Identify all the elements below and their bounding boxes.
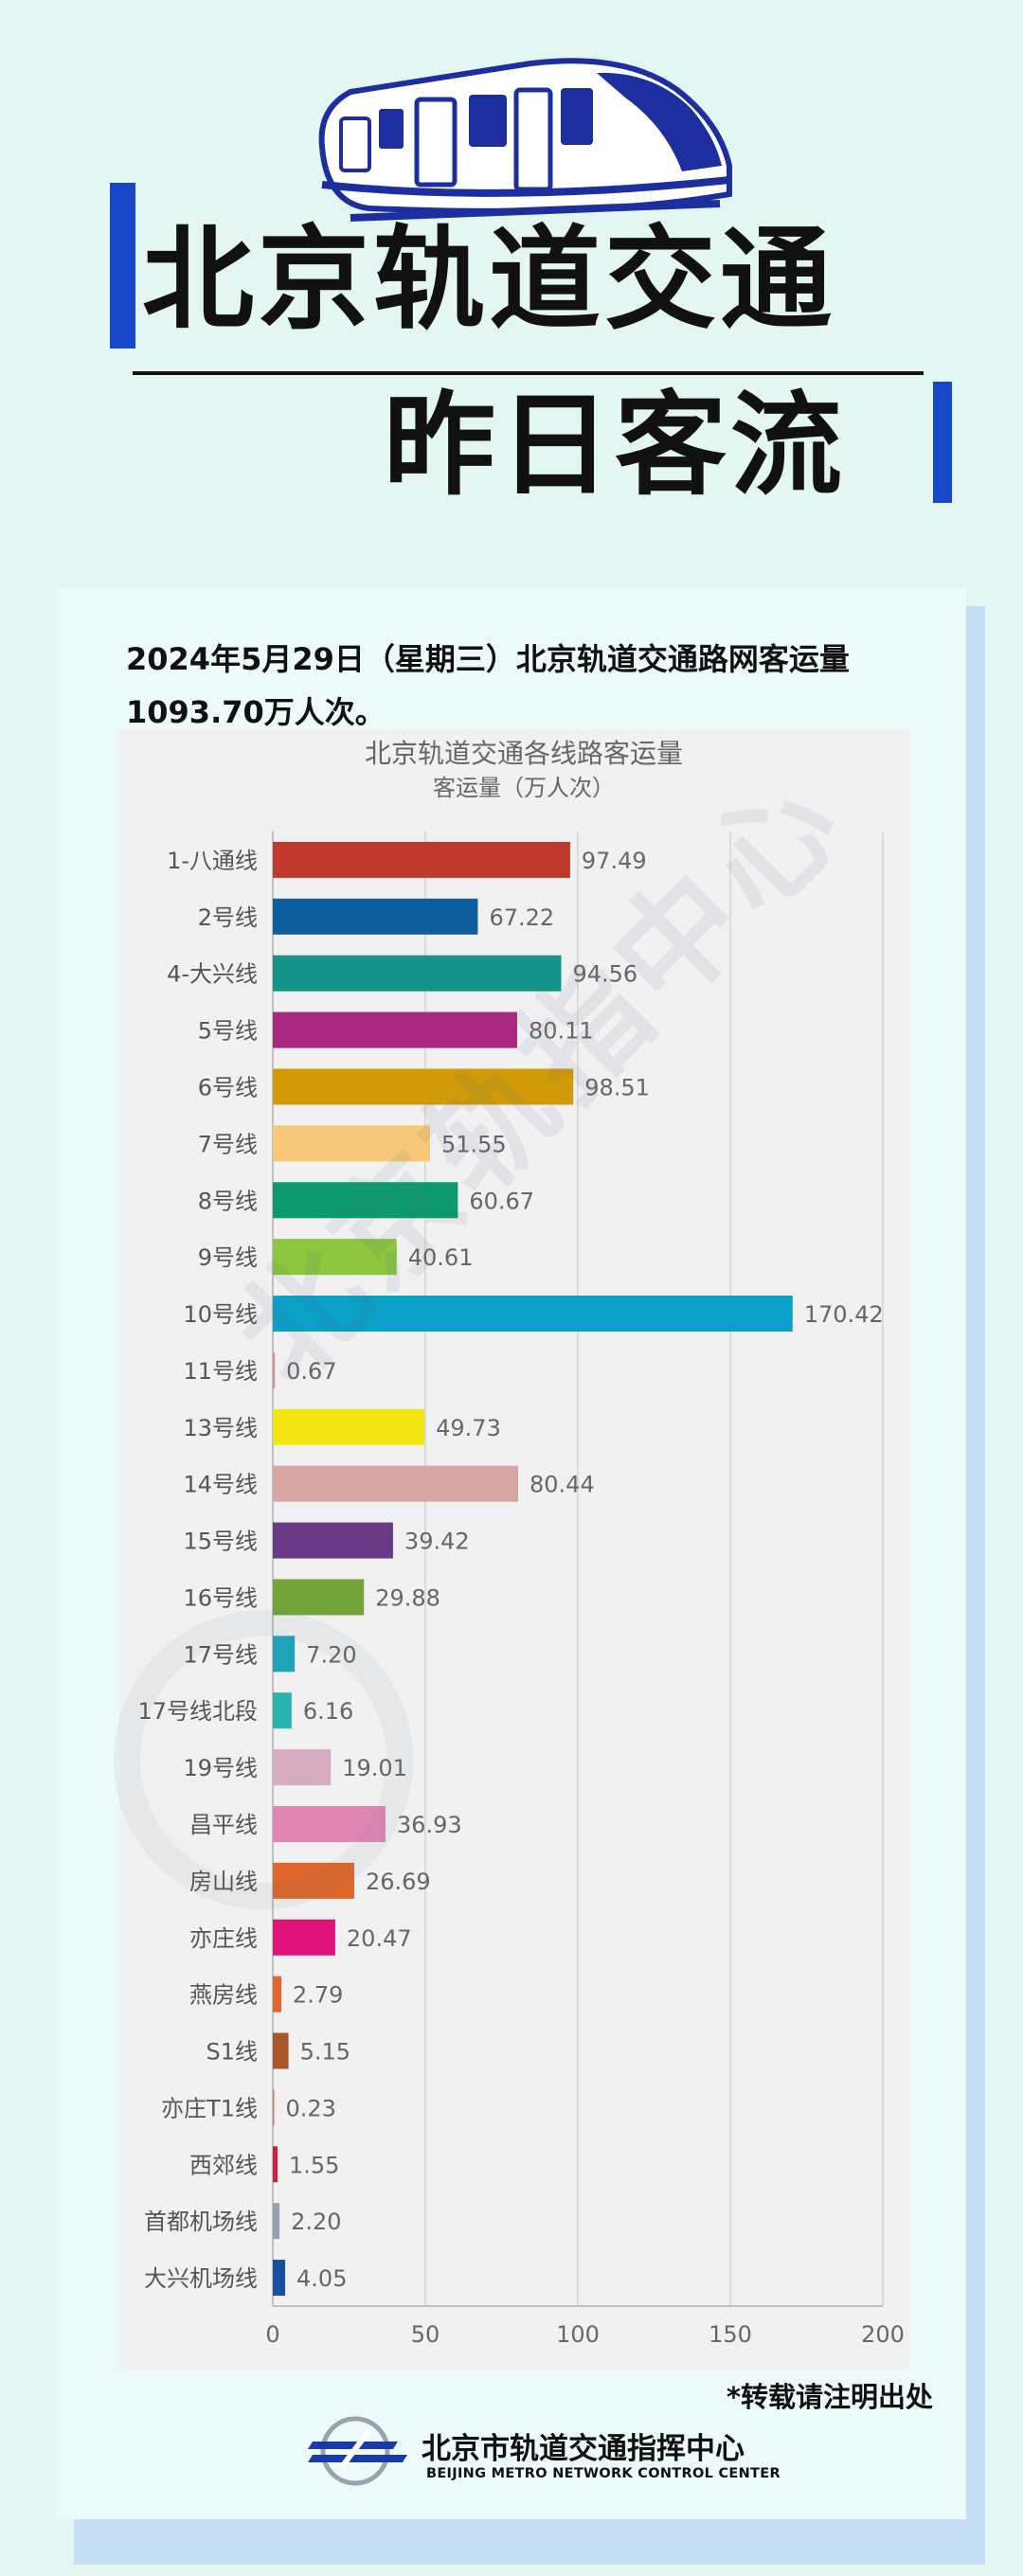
bar-chart: 北京轨道交通各线路客运量 客运量（万人次） 0 50 100 150 200 1-八通线 9… xyxy=(119,729,910,2370)
category-label: 2号线 xyxy=(198,904,258,931)
value-label: 49.73 xyxy=(436,1415,501,1441)
bar xyxy=(273,1239,397,1276)
category-label: 燕房线 xyxy=(189,1982,258,2009)
value-label: 1.55 xyxy=(289,2152,339,2178)
category-label: 13号线 xyxy=(183,1415,258,1441)
value-label: 80.44 xyxy=(529,1472,595,1498)
bar xyxy=(273,1522,393,1559)
page-title-line1: 北京轨道交通 xyxy=(142,214,836,345)
category-label: 11号线 xyxy=(183,1358,258,1385)
bar xyxy=(273,2203,280,2240)
value-label: 97.49 xyxy=(582,848,647,874)
category-label: 4-大兴线 xyxy=(167,961,258,988)
x-tick-label: 50 xyxy=(411,2321,440,2348)
category-label: 16号线 xyxy=(183,1584,258,1611)
repost-note: *转载请注明出处 xyxy=(726,2381,933,2413)
bar-chart-svg: 北京轨道交通各线路客运量 客运量（万人次） 0 50 100 150 200 1-八通线 9… xyxy=(137,738,905,2348)
metro-logo-icon xyxy=(308,2416,407,2486)
page-title-line2: 昨日客流 xyxy=(384,380,847,510)
value-label: 29.88 xyxy=(375,1584,440,1611)
category-label: S1线 xyxy=(206,2039,258,2066)
category-label: 亦庄T1线 xyxy=(161,2095,258,2121)
bar xyxy=(273,898,478,935)
value-label: 36.93 xyxy=(397,1812,462,1838)
category-label: 9号线 xyxy=(198,1244,258,1271)
bar xyxy=(273,2032,289,2069)
bar xyxy=(273,1296,793,1333)
category-label: 5号线 xyxy=(198,1018,258,1045)
category-label: 亦庄线 xyxy=(189,1925,258,1952)
bar xyxy=(273,1919,335,1956)
value-label: 39.42 xyxy=(404,1529,470,1555)
value-label: 51.55 xyxy=(441,1131,507,1157)
category-label: 西郊线 xyxy=(189,2152,258,2178)
x-tick-label: 0 xyxy=(265,2321,279,2348)
category-label: 7号线 xyxy=(198,1131,258,1157)
category-label: 14号线 xyxy=(183,1472,258,1498)
category-label: 1-八通线 xyxy=(167,848,258,874)
value-label: 80.11 xyxy=(529,1018,594,1045)
value-label: 40.61 xyxy=(408,1244,474,1271)
bar xyxy=(273,1465,519,1502)
category-label: 15号线 xyxy=(183,1529,258,1555)
category-label: 首都机场线 xyxy=(144,2209,258,2235)
bar xyxy=(273,2260,286,2297)
category-label: 大兴机场线 xyxy=(144,2265,258,2292)
bar xyxy=(273,1068,574,1105)
bar xyxy=(273,955,562,992)
train-illustration xyxy=(318,58,732,222)
org-name-cn: 北京市轨道交通指挥中心 xyxy=(422,2432,745,2466)
bar xyxy=(273,1579,365,1616)
bar xyxy=(273,1976,281,2012)
value-label: 67.22 xyxy=(489,904,554,931)
value-label: 26.69 xyxy=(366,1869,431,1895)
value-label: 60.67 xyxy=(469,1188,534,1214)
org-name-en: BEIJING METRO NETWORK CONTROL CENTER xyxy=(426,2466,781,2481)
bar xyxy=(273,1011,517,1048)
x-tick-label: 100 xyxy=(556,2321,600,2348)
value-label: 2.79 xyxy=(293,1982,343,2009)
title-accent-right xyxy=(933,382,952,503)
category-label: 10号线 xyxy=(183,1301,258,1328)
bar xyxy=(273,1351,276,1388)
value-label: 5.15 xyxy=(300,2039,350,2066)
bar xyxy=(273,1182,458,1219)
title-divider xyxy=(133,371,924,375)
bar xyxy=(273,2146,278,2183)
value-label: 2.20 xyxy=(291,2209,341,2235)
bar xyxy=(273,1408,425,1445)
category-label: 6号线 xyxy=(198,1074,258,1100)
value-label: 0.67 xyxy=(286,1358,336,1385)
value-label: 4.05 xyxy=(296,2265,347,2292)
title-accent-left xyxy=(110,183,135,349)
value-label: 0.23 xyxy=(286,2095,336,2121)
bar xyxy=(273,841,570,878)
value-label: 94.56 xyxy=(572,961,637,988)
x-tick-label: 200 xyxy=(861,2321,905,2348)
category-label: 8号线 xyxy=(198,1188,258,1214)
bar xyxy=(273,2089,275,2126)
chart-subtitle: 客运量（万人次） xyxy=(433,775,615,801)
bar xyxy=(273,1125,430,1162)
ridership-summary: 2024年5月29日（星期三）北京轨道交通路网客运量1093.70万人次。 xyxy=(126,641,850,730)
value-label: 20.47 xyxy=(347,1925,412,1952)
value-label: 170.42 xyxy=(804,1301,884,1328)
chart-title: 北京轨道交通各线路客运量 xyxy=(365,738,683,769)
value-label: 98.51 xyxy=(584,1074,650,1100)
watermark-logo xyxy=(114,1610,413,1909)
x-tick-label: 150 xyxy=(709,2321,752,2348)
